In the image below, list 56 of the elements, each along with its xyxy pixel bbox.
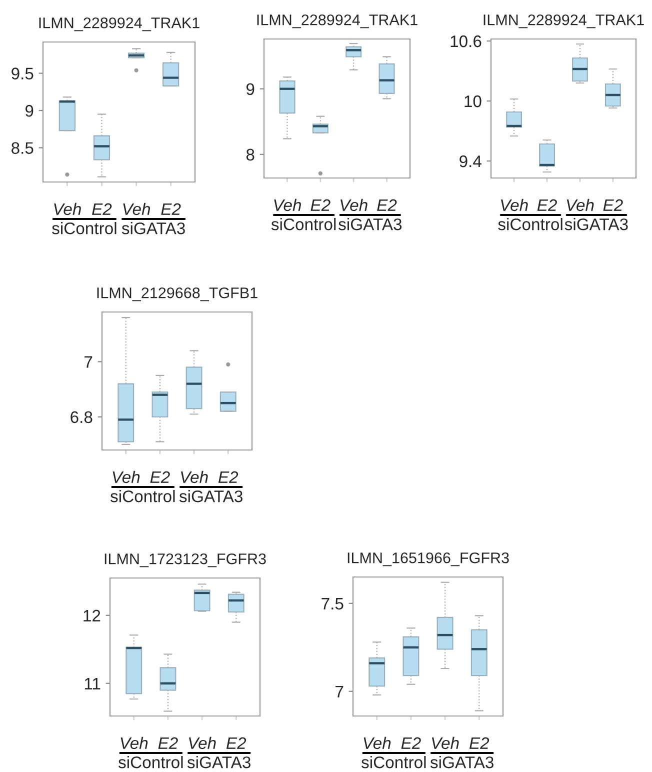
x-tick-label: E2 xyxy=(218,471,238,483)
y-tick-label: 9.5 xyxy=(12,68,34,80)
text: siControl xyxy=(271,218,336,230)
x-tick-label: Veh xyxy=(432,736,459,750)
y-tick-label: 10.6 xyxy=(450,35,482,48)
x-tick-label: Veh xyxy=(340,198,368,212)
y-tick-label: 12 xyxy=(84,610,100,622)
chart-title: ILMN_2289924_TRAK1 xyxy=(484,14,644,28)
text: siGATA3 xyxy=(564,218,628,230)
y-tick-label: 6.8 xyxy=(70,411,92,424)
text: siGATA3 xyxy=(430,756,494,768)
x-tick-label: E2 xyxy=(469,737,490,749)
x-tick-label: E2 xyxy=(377,199,397,211)
text: siControl xyxy=(361,756,426,768)
y-tick-label: 9 xyxy=(246,83,254,96)
x-tick-label: Veh xyxy=(274,198,301,212)
x-tick-label: E2 xyxy=(401,737,421,749)
y-tick-label: 9 xyxy=(25,104,34,117)
y-tick-label: 11 xyxy=(84,678,100,690)
chart-title: ILMN_1723123_FGFR3 xyxy=(104,553,266,568)
x-tick-label: Veh xyxy=(112,470,140,484)
chart-title: ILMN_1651966_FGFR3 xyxy=(348,552,509,566)
x-tick-label: E2 xyxy=(226,737,246,749)
chart-title: ILMN_2289924_TRAK1 xyxy=(257,14,418,28)
x-tick-label: E2 xyxy=(158,737,178,749)
x-tick-label: E2 xyxy=(150,471,170,483)
text: siControl xyxy=(110,490,175,502)
x-tick-label: Veh xyxy=(500,198,528,212)
text: siGATA3 xyxy=(338,218,402,230)
text: siGATA3 xyxy=(187,756,250,768)
x-tick-label: E2 xyxy=(603,199,623,211)
x-tick-label: Veh xyxy=(54,202,81,216)
x-tick-label: E2 xyxy=(537,199,557,211)
x-tick-label: E2 xyxy=(161,203,181,215)
y-tick-label: 7.5 xyxy=(322,598,344,610)
x-tick-label: Veh xyxy=(364,736,391,750)
y-tick-label: 7 xyxy=(84,356,92,368)
x-tick-label: E2 xyxy=(310,199,330,211)
x-tick-label: Veh xyxy=(188,736,216,750)
text: siGATA3 xyxy=(122,222,185,234)
text: siControl xyxy=(118,756,183,768)
chart-title: ILMN_2129668_TGFB1 xyxy=(97,287,258,302)
x-tick-label: Veh xyxy=(566,198,594,212)
x-tick-label: Veh xyxy=(180,470,208,484)
x-tick-label: Veh xyxy=(120,736,148,750)
text: siControl xyxy=(52,222,116,234)
text: siControl xyxy=(498,218,562,230)
y-tick-label: 10 xyxy=(464,95,482,108)
y-tick-label: 8.5 xyxy=(12,142,34,154)
x-tick-label: Veh xyxy=(123,202,150,216)
y-tick-label: 7 xyxy=(336,686,344,698)
y-tick-label: 8 xyxy=(246,148,254,161)
x-tick-label: E2 xyxy=(92,203,112,215)
y-tick-label: 9.4 xyxy=(460,155,482,168)
text: siGATA3 xyxy=(179,490,242,502)
chart-title: ILMN_2289924_TRAK1 xyxy=(39,17,200,32)
